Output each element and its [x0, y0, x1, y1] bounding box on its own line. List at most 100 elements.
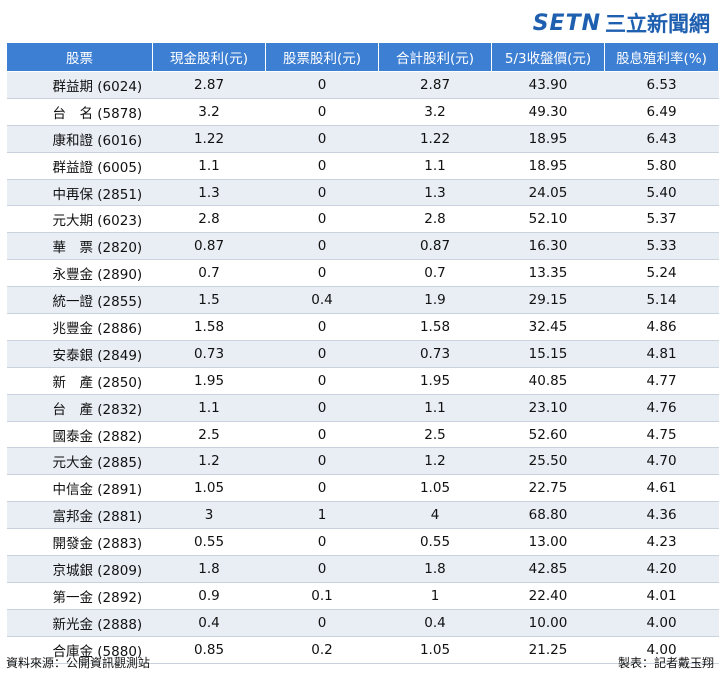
cell-yield: 4.76 [604, 394, 719, 422]
cell-yield: 6.43 [604, 125, 719, 153]
header-close-price: 5/3收盤價(元) [491, 42, 605, 72]
table-row: 統一證 (2855) 1.5 0.4 1.9 29.15 5.14 [6, 286, 719, 315]
cell-stock-dividend: 0 [265, 152, 379, 180]
cell-stock-dividend: 0 [265, 367, 379, 395]
cell-stock: 合庫金 (5880) [6, 636, 153, 664]
cell-close-price: 13.35 [491, 259, 605, 288]
table-row: 永豐金 (2890) 0.7 0 0.7 13.35 5.24 [6, 259, 719, 288]
table-row: 元大期 (6023) 2.8 0 2.8 52.10 5.37 [6, 205, 719, 234]
cell-yield: 4.86 [604, 313, 719, 341]
cell-stock-dividend: 0 [265, 125, 379, 153]
cell-yield: 4.00 [604, 609, 719, 637]
cell-stock: 富邦金 (2881) [6, 501, 153, 530]
cell-total-dividend: 1.9 [378, 286, 492, 315]
cell-close-price: 40.85 [491, 367, 605, 395]
cell-yield: 5.14 [604, 286, 719, 315]
cell-stock: 永豐金 (2890) [6, 259, 153, 288]
cell-cash-dividend: 1.1 [152, 394, 266, 422]
cell-cash-dividend: 0.55 [152, 528, 266, 557]
cell-stock-dividend: 0.1 [265, 582, 379, 610]
cell-total-dividend: 3.2 [378, 98, 492, 126]
cell-stock: 中再保 (2851) [6, 179, 153, 207]
cell-stock-dividend: 0 [265, 609, 379, 637]
table-row: 第一金 (2892) 0.9 0.1 1 22.40 4.01 [6, 582, 719, 610]
cell-cash-dividend: 1.8 [152, 555, 266, 583]
cell-cash-dividend: 1.58 [152, 313, 266, 341]
cell-stock-dividend: 0 [265, 340, 379, 368]
cell-yield: 4.81 [604, 340, 719, 368]
table-row: 中再保 (2851) 1.3 0 1.3 24.05 5.40 [6, 179, 719, 207]
cell-total-dividend: 1.05 [378, 474, 492, 503]
cell-close-price: 52.10 [491, 205, 605, 234]
header-yield: 股息殖利率(%) [604, 42, 719, 72]
table-row: 元大金 (2885) 1.2 0 1.2 25.50 4.70 [6, 447, 719, 476]
table-row: 開發金 (2883) 0.55 0 0.55 13.00 4.23 [6, 528, 719, 557]
cell-cash-dividend: 0.9 [152, 582, 266, 610]
page-footer: 資料來源：公開資訊觀測站 製表：記者戴玉翔 [6, 654, 714, 671]
cell-total-dividend: 1 [378, 582, 492, 610]
cell-total-dividend: 1.05 [378, 636, 492, 664]
cell-stock-dividend: 0 [265, 232, 379, 261]
cell-stock-dividend: 0 [265, 528, 379, 557]
cell-cash-dividend: 1.05 [152, 474, 266, 503]
table-header-row: 股票 現金股利(元) 股票股利(元) 合計股利(元) 5/3收盤價(元) 股息殖… [6, 42, 719, 72]
cell-close-price: 15.15 [491, 340, 605, 368]
table-row: 群益證 (6005) 1.1 0 1.1 18.95 5.80 [6, 152, 719, 180]
cell-stock: 國泰金 (2882) [6, 421, 153, 449]
header-cash-dividend: 現金股利(元) [152, 42, 266, 72]
cell-cash-dividend: 0.85 [152, 636, 266, 664]
cell-stock: 康和證 (6016) [6, 125, 153, 153]
table-row: 康和證 (6016) 1.22 0 1.22 18.95 6.43 [6, 125, 719, 153]
cell-stock: 台 產 (2832) [6, 394, 153, 422]
cell-yield: 4.00 [604, 636, 719, 664]
cell-cash-dividend: 1.2 [152, 447, 266, 476]
cell-total-dividend: 0.55 [378, 528, 492, 557]
cell-close-price: 25.50 [491, 447, 605, 476]
cell-close-price: 42.85 [491, 555, 605, 583]
cell-close-price: 68.80 [491, 501, 605, 530]
table-row: 國泰金 (2882) 2.5 0 2.5 52.60 4.75 [6, 421, 719, 449]
cell-cash-dividend: 3 [152, 501, 266, 530]
cell-stock: 中信金 (2891) [6, 474, 153, 503]
page-header: SETN 三立新聞網 [0, 0, 720, 42]
cell-yield: 5.40 [604, 179, 719, 207]
cell-yield: 4.61 [604, 474, 719, 503]
table-row: 台 名 (5878) 3.2 0 3.2 49.30 6.49 [6, 98, 719, 126]
logo-cn-text: 三立新聞網 [605, 12, 710, 36]
cell-yield: 6.53 [604, 71, 719, 99]
cell-yield: 4.36 [604, 501, 719, 530]
table-row: 富邦金 (2881) 3 1 4 68.80 4.36 [6, 501, 719, 530]
cell-total-dividend: 1.2 [378, 447, 492, 476]
cell-stock: 京城銀 (2809) [6, 555, 153, 583]
cell-total-dividend: 0.73 [378, 340, 492, 368]
table-row: 兆豐金 (2886) 1.58 0 1.58 32.45 4.86 [6, 313, 719, 341]
cell-stock: 新光金 (2888) [6, 609, 153, 637]
cell-yield: 4.75 [604, 421, 719, 449]
cell-close-price: 22.75 [491, 474, 605, 503]
cell-close-price: 24.05 [491, 179, 605, 207]
cell-stock: 華 票 (2820) [6, 232, 153, 261]
cell-close-price: 29.15 [491, 286, 605, 315]
cell-close-price: 18.95 [491, 152, 605, 180]
table-row: 台 產 (2832) 1.1 0 1.1 23.10 4.76 [6, 394, 719, 422]
cell-stock-dividend: 0 [265, 313, 379, 341]
header-stock: 股票 [6, 42, 153, 72]
cell-cash-dividend: 1.3 [152, 179, 266, 207]
cell-cash-dividend: 0.73 [152, 340, 266, 368]
cell-yield: 4.77 [604, 367, 719, 395]
cell-total-dividend: 0.7 [378, 259, 492, 288]
cell-yield: 4.20 [604, 555, 719, 583]
table-row: 群益期 (6024) 2.87 0 2.87 43.90 6.53 [6, 71, 719, 99]
cell-stock-dividend: 0 [265, 71, 379, 99]
cell-cash-dividend: 0.7 [152, 259, 266, 288]
cell-stock-dividend: 1 [265, 501, 379, 530]
cell-yield: 6.49 [604, 98, 719, 126]
cell-close-price: 43.90 [491, 71, 605, 99]
cell-stock-dividend: 0 [265, 447, 379, 476]
source-note: 資料來源：公開資訊觀測站 [6, 656, 151, 670]
cell-stock: 元大金 (2885) [6, 447, 153, 476]
cell-stock: 元大期 (6023) [6, 205, 153, 234]
cell-yield: 5.33 [604, 232, 719, 261]
cell-close-price: 18.95 [491, 125, 605, 153]
cell-stock: 第一金 (2892) [6, 582, 153, 610]
